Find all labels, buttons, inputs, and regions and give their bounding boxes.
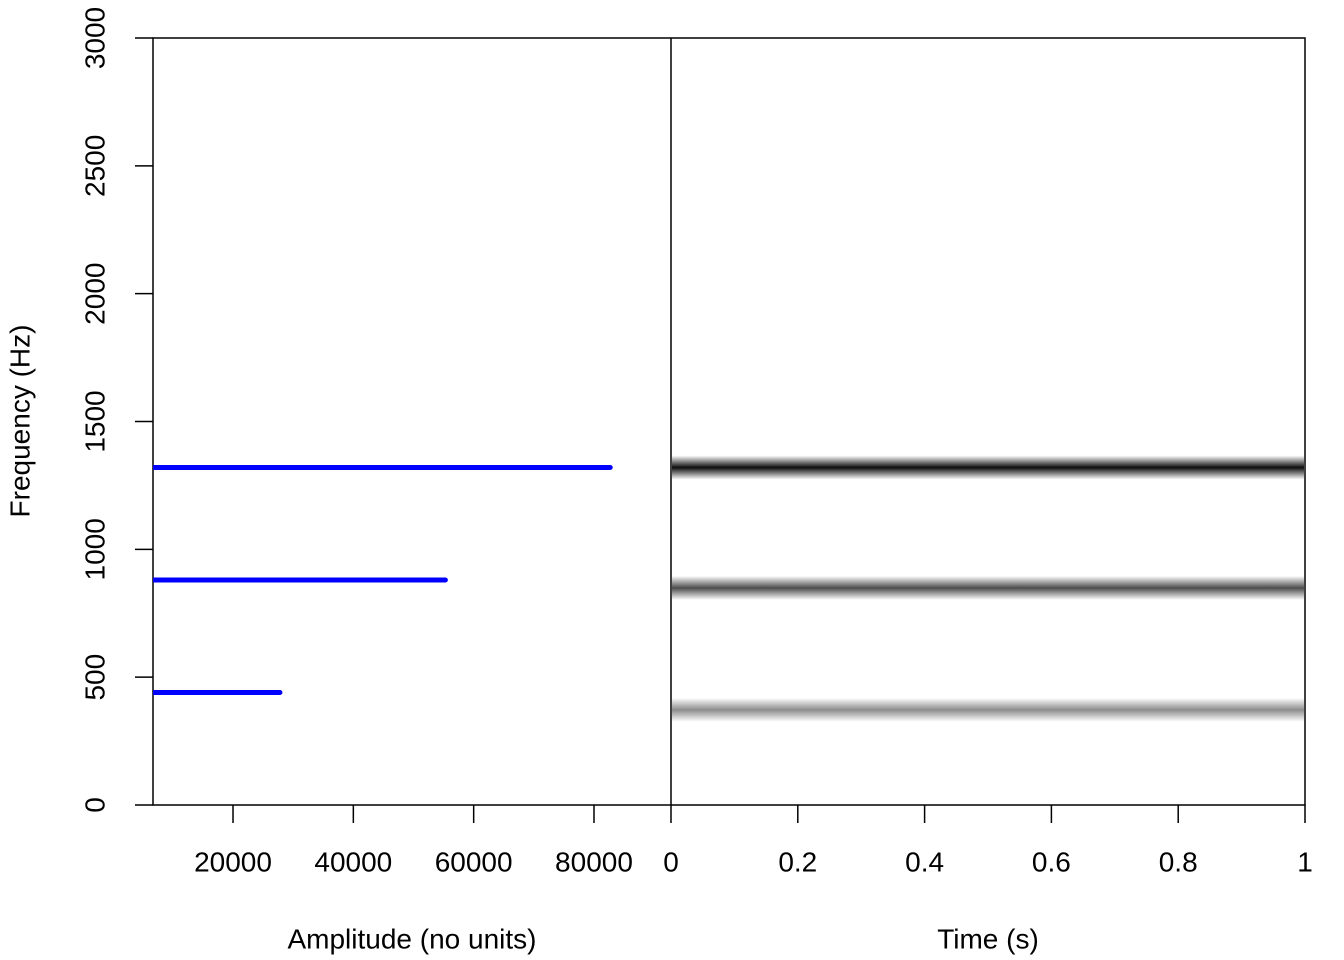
y-axis-label: Frequency (Hz) xyxy=(4,325,35,518)
x-tick-label: 20000 xyxy=(194,846,272,877)
y-tick-label: 0 xyxy=(79,797,110,813)
x-tick-label: 60000 xyxy=(435,846,513,877)
x-tick-label: 40000 xyxy=(314,846,392,877)
x-tick-label: 0.2 xyxy=(778,846,817,877)
x-tick-label: 0.8 xyxy=(1159,846,1198,877)
x-tick-label: 80000 xyxy=(555,846,633,877)
x-tick-label: 1 xyxy=(1297,846,1313,877)
spectrogram-band xyxy=(672,455,1304,480)
spectrogram-band xyxy=(672,575,1304,600)
x-tick-label: 0.6 xyxy=(1032,846,1071,877)
y-tick-label: 2000 xyxy=(79,263,110,325)
y-tick-label: 3000 xyxy=(79,7,110,69)
x-tick-label: 0.4 xyxy=(905,846,944,877)
x-axis-label: Amplitude (no units) xyxy=(287,923,536,954)
x-axis-label: Time (s) xyxy=(937,923,1039,954)
x-tick-label: 0 xyxy=(663,846,679,877)
spectrogram-band xyxy=(672,697,1304,722)
y-tick-label: 1500 xyxy=(79,390,110,452)
y-tick-label: 1000 xyxy=(79,518,110,580)
plot-frame xyxy=(152,37,1306,806)
y-tick-label: 500 xyxy=(79,654,110,701)
y-tick-label: 2500 xyxy=(79,135,110,197)
